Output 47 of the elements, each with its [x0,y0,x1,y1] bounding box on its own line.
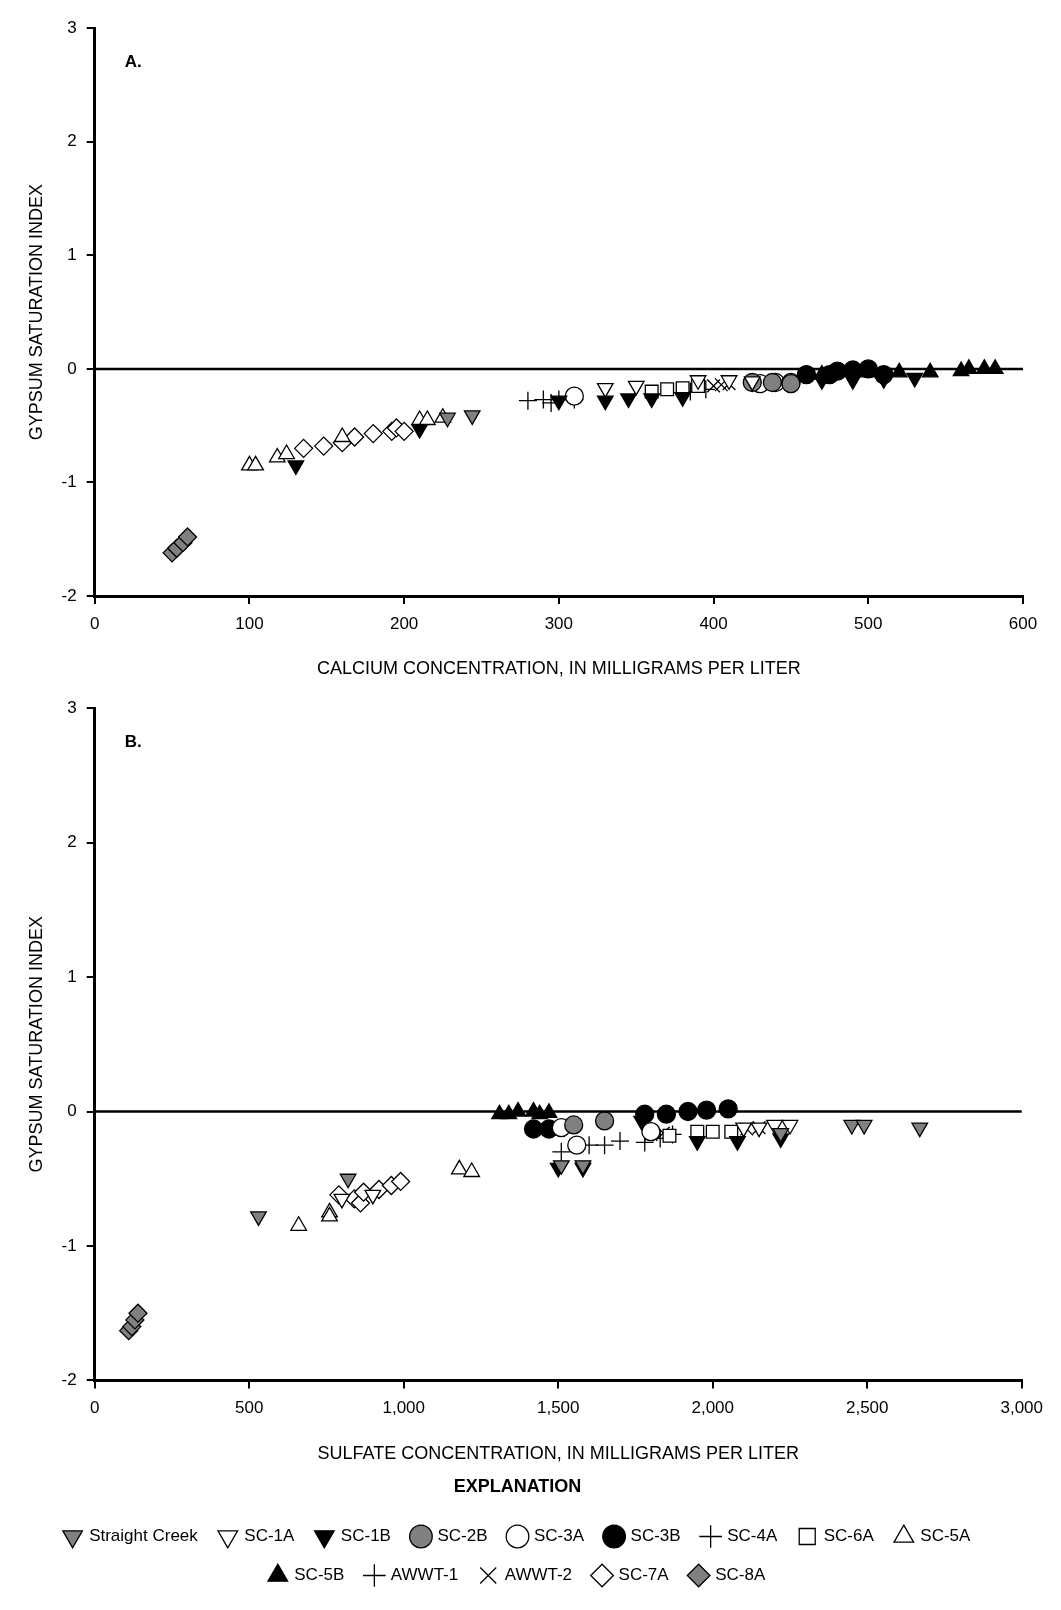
x-tick-label: 500 [235,1398,264,1418]
legend-label: AWWT-2 [504,1565,573,1585]
x-tick-label: 500 [854,613,883,633]
x-tick-label: 0 [89,613,100,633]
y-tick-label: 0 [67,1101,77,1121]
y-tick-label: -1 [61,1235,77,1255]
y-tick-label: 3 [67,697,77,717]
legend-label: SC-3B [630,1526,681,1546]
legend-label: SC-1A [244,1526,296,1546]
x-tick-label: 1,000 [382,1398,425,1418]
x-axis-title: SULFATE CONCENTRATION, IN MILLIGRAMS PER LITER [317,1442,799,1463]
y-tick-label: -2 [61,585,77,605]
x-tick-label: 100 [235,613,264,633]
y-axis-title: GYPSUM SATURATION INDEX [25,183,46,441]
x-tick-label: 300 [544,613,574,633]
annotation: A. [124,52,142,72]
legend-label: SC-1B [340,1526,391,1546]
legend-label: SC-4A [727,1526,778,1546]
x-axis-title: CALCIUM CONCENTRATION, IN MILLIGRAMS PER LITER [316,658,801,679]
legend-label: SC-5B [294,1565,345,1585]
x-tick-label: 400 [699,613,728,633]
x-tick-label: 2,000 [691,1398,734,1418]
legend-label: SC-8A [715,1565,766,1585]
y-tick-label: 2 [67,832,77,852]
legend-label: SC-6A [823,1526,875,1546]
y-tick-label: 2 [67,131,77,151]
y-tick-label: 3 [67,17,77,37]
legend-label: SC-7A [618,1565,670,1585]
legend-label: Straight Creek [89,1526,199,1546]
legend-label: SC-3A [534,1526,585,1546]
x-tick-label: 1,500 [536,1398,580,1418]
y-axis-title: GYPSUM SATURATION INDEX [25,916,46,1173]
legend-title: EXPLANATION [453,1476,582,1497]
y-tick-label: -1 [61,472,77,492]
legend-label: SC-2B [437,1526,488,1546]
annotation: B. [124,732,142,752]
x-tick-label: 600 [1008,613,1038,633]
y-tick-label: 0 [67,358,77,378]
y-tick-label: -2 [61,1370,77,1390]
x-tick-label: 2,500 [845,1398,889,1418]
x-tick-label: 0 [89,1398,100,1418]
y-tick-label: 1 [67,966,77,986]
legend-label: AWWT-1 [390,1565,459,1585]
x-tick-label: 3,000 [1000,1398,1043,1418]
legend-label: SC-5A [920,1526,972,1546]
y-tick-label: 1 [67,245,77,265]
x-tick-label: 200 [389,613,419,633]
